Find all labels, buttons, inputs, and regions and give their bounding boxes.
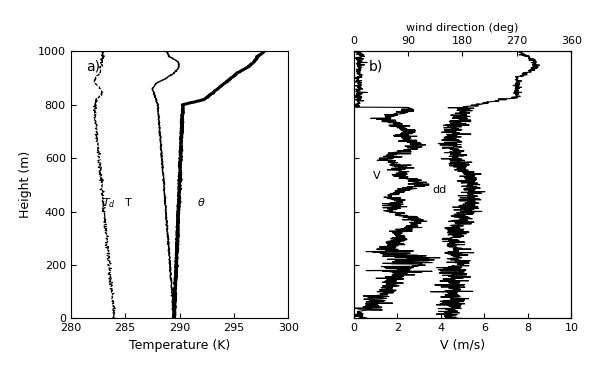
X-axis label: Temperature (K): Temperature (K)	[129, 339, 230, 352]
Text: a): a)	[86, 59, 100, 73]
Text: T: T	[125, 198, 132, 208]
X-axis label: wind direction (deg): wind direction (deg)	[406, 23, 519, 33]
Text: $\theta$: $\theta$	[197, 196, 206, 208]
X-axis label: V (m/s): V (m/s)	[440, 339, 485, 352]
Text: b): b)	[369, 59, 383, 73]
Text: V: V	[373, 172, 381, 182]
Text: dd: dd	[432, 185, 446, 195]
Text: $T_d$: $T_d$	[102, 196, 115, 210]
Y-axis label: Height (m): Height (m)	[19, 151, 32, 219]
